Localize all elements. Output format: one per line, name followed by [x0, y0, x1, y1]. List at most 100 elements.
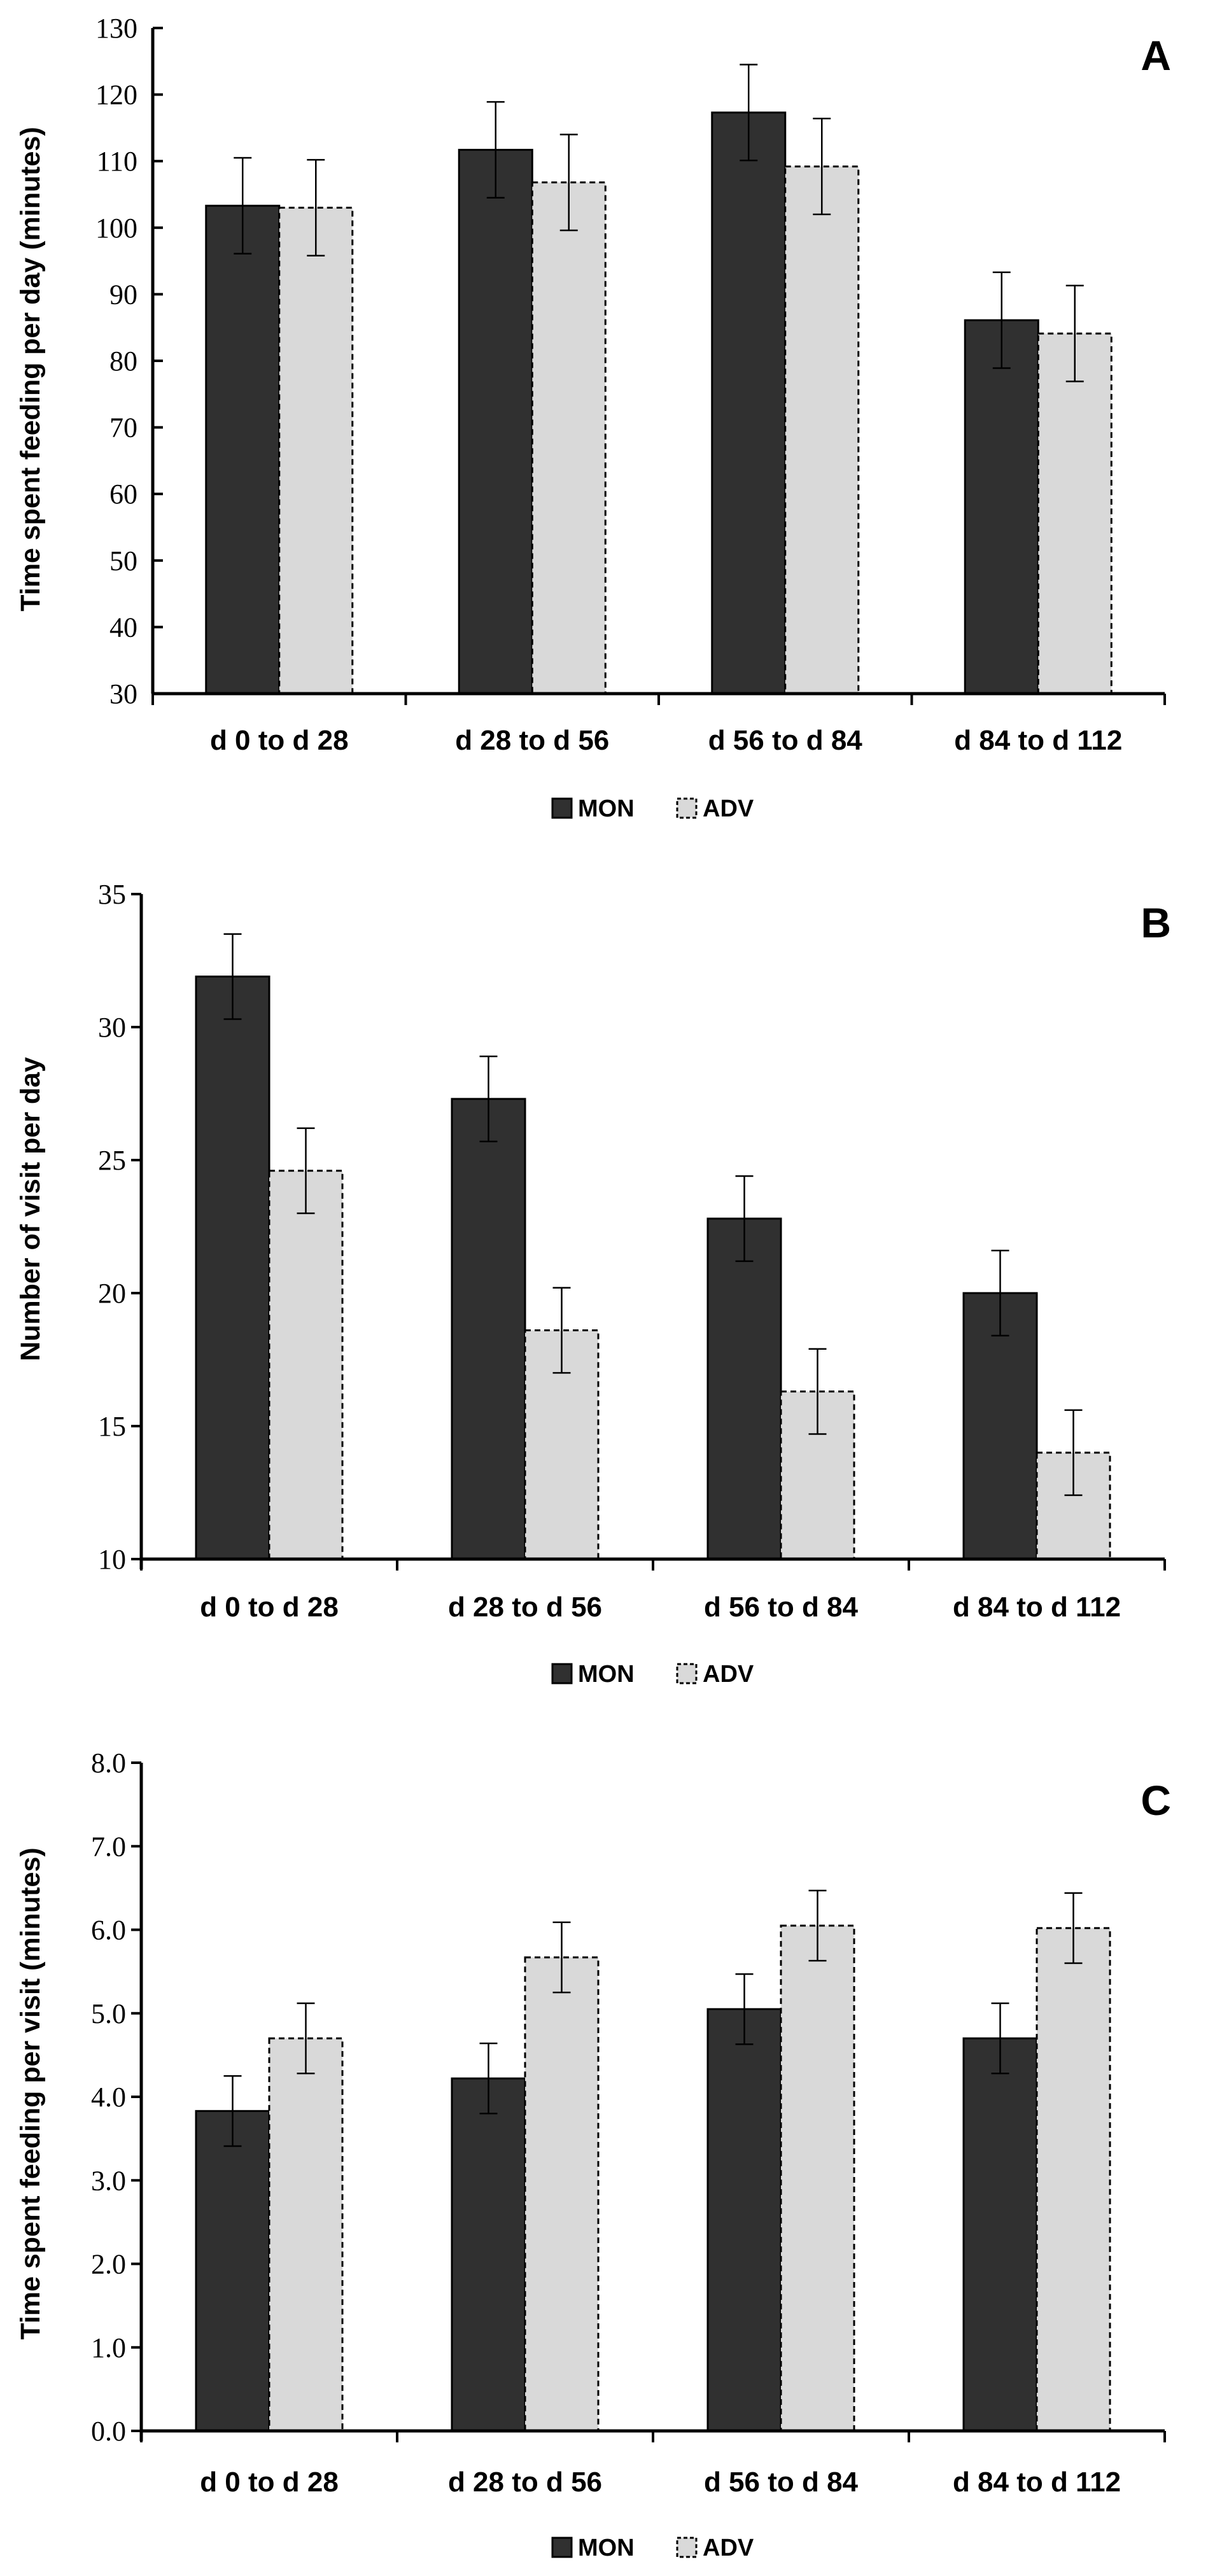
legend-swatch-mon [551, 1663, 573, 1684]
y-tick-label: 0.0 [91, 2416, 126, 2447]
panel-letter: C [1141, 1777, 1171, 1824]
bar-mon-1 [458, 148, 533, 695]
error-bar-adv-0 [297, 2002, 315, 2075]
y-tick-label: 25 [98, 1145, 126, 1176]
y-tick-label: 1.0 [91, 2332, 126, 2363]
x-tick-label: d 0 to d 28 [210, 725, 349, 756]
bar-adv-0 [278, 206, 354, 695]
error-bar-adv-2 [813, 118, 831, 216]
y-tick-label: 130 [95, 13, 137, 44]
legend: MON ADV [551, 2535, 754, 2561]
bar-mon-2 [706, 2008, 782, 2432]
y-axis-title: Number of visit per day [15, 1057, 46, 1361]
y-tick-label: 4.0 [91, 2082, 126, 2113]
bar-adv-3 [1036, 1452, 1111, 1560]
error-bar-mon-2 [735, 1973, 754, 2045]
error-bar-mon-1 [479, 2042, 498, 2115]
error-bar-mon-3 [991, 2002, 1009, 2075]
y-tick-label: 15 [98, 1411, 126, 1442]
bar-adv-3 [1036, 1927, 1111, 2432]
y-tick-label: 6.0 [91, 1915, 126, 1946]
error-bar-mon-2 [735, 1175, 754, 1263]
error-bar-mon-0 [223, 933, 242, 1020]
error-bar-mon-1 [479, 1055, 498, 1142]
error-bar-mon-1 [486, 101, 505, 199]
error-bar-adv-2 [808, 1889, 827, 1962]
y-tick-label: 50 [109, 545, 137, 577]
legend-swatch-mon [551, 797, 573, 819]
y-axis-title: Time spent feeding per visit (minutes) [15, 1847, 46, 2339]
error-bar-mon-0 [234, 157, 252, 255]
y-tick-label: 10 [98, 1544, 126, 1575]
y-tick-label: 90 [109, 279, 137, 310]
x-tick-label: d 56 to d 84 [708, 725, 863, 756]
bar-mon-0 [195, 976, 270, 1560]
bar-adv-0 [268, 1170, 344, 1560]
x-tick-label: d 56 to d 84 [704, 2467, 859, 2498]
y-tick-label: 30 [98, 1012, 126, 1043]
x-tick-label: d 84 to d 112 [954, 725, 1122, 756]
y-tick-label: 60 [109, 479, 137, 510]
y-tick-label: 30 [109, 678, 137, 710]
x-tick-label: d 0 to d 28 [200, 1592, 339, 1623]
bar-mon-2 [706, 1217, 782, 1560]
error-bar-adv-3 [1064, 1892, 1083, 1964]
legend-label-adv: ADV [703, 2535, 754, 2561]
y-tick-label: 2.0 [91, 2249, 126, 2280]
x-tick-label: d 28 to d 56 [448, 2467, 602, 2498]
legend-label-adv: ADV [703, 1661, 754, 1688]
error-bar-mon-0 [223, 2075, 242, 2147]
error-bar-mon-3 [991, 1249, 1009, 1337]
bar-mon-1 [451, 1098, 526, 1560]
bar-adv-1 [531, 181, 607, 695]
legend-swatch-adv [676, 797, 698, 819]
y-tick-label: 120 [95, 80, 137, 111]
y-tick-label: 35 [98, 879, 126, 910]
error-bar-adv-1 [559, 134, 578, 232]
y-tick-label: 100 [95, 213, 137, 244]
bar-mon-3 [962, 2037, 1038, 2432]
y-tick-label: 70 [109, 412, 137, 444]
x-tick-label: d 84 to d 112 [953, 1592, 1121, 1623]
bar-mon-3 [962, 1292, 1038, 1560]
bar-mon-2 [711, 111, 787, 695]
bar-adv-0 [268, 2037, 344, 2432]
legend-label-mon: MON [578, 2535, 635, 2561]
bar-mon-1 [451, 2077, 526, 2432]
y-tick-label: 40 [109, 612, 137, 643]
legend-label-mon: MON [578, 795, 635, 822]
error-bar-adv-0 [297, 1127, 315, 1214]
bar-adv-2 [784, 165, 860, 695]
y-axis-title: Time spent feeding per day (minutes) [15, 127, 46, 611]
y-tick-label: 80 [109, 346, 137, 377]
legend-swatch-adv [676, 1663, 698, 1684]
legend-label-mon: MON [578, 1661, 635, 1688]
x-tick-label: d 56 to d 84 [704, 1592, 859, 1623]
bar-adv-1 [524, 1956, 600, 2432]
chart-panel-c: Time spent feeding per visit (minutes) C… [15, 1747, 1171, 2561]
y-tick-label: 7.0 [91, 1831, 126, 1862]
legend-swatch-mon [551, 2537, 573, 2558]
y-tick-label: 110 [97, 146, 137, 177]
legend: MON ADV [551, 795, 754, 822]
bar-mon-0 [205, 204, 281, 695]
x-tick-label: d 28 to d 56 [455, 725, 609, 756]
error-bar-adv-1 [552, 1921, 571, 1994]
y-tick-label: 8.0 [91, 1747, 126, 1779]
legend-swatch-adv [676, 2537, 698, 2558]
panel-letter: A [1141, 32, 1171, 79]
error-bar-adv-3 [1065, 284, 1084, 382]
y-tick-label: 5.0 [91, 1998, 126, 2029]
bar-adv-2 [780, 1924, 855, 2432]
legend-label-adv: ADV [703, 795, 754, 822]
y-tick-label: 3.0 [91, 2165, 126, 2196]
x-tick-label: d 84 to d 112 [953, 2467, 1121, 2498]
panel-letter: B [1141, 899, 1171, 946]
chart-panel-a: Time spent feeding per day (minutes) A M… [15, 13, 1171, 822]
chart-panel-b: Number of visit per day B MON ADV 10 15 20… [15, 879, 1171, 1688]
y-tick-label: 20 [98, 1278, 126, 1309]
error-bar-adv-3 [1064, 1409, 1083, 1496]
bar-mon-3 [964, 319, 1039, 695]
error-bar-adv-0 [307, 158, 325, 256]
error-bar-adv-1 [552, 1287, 571, 1374]
